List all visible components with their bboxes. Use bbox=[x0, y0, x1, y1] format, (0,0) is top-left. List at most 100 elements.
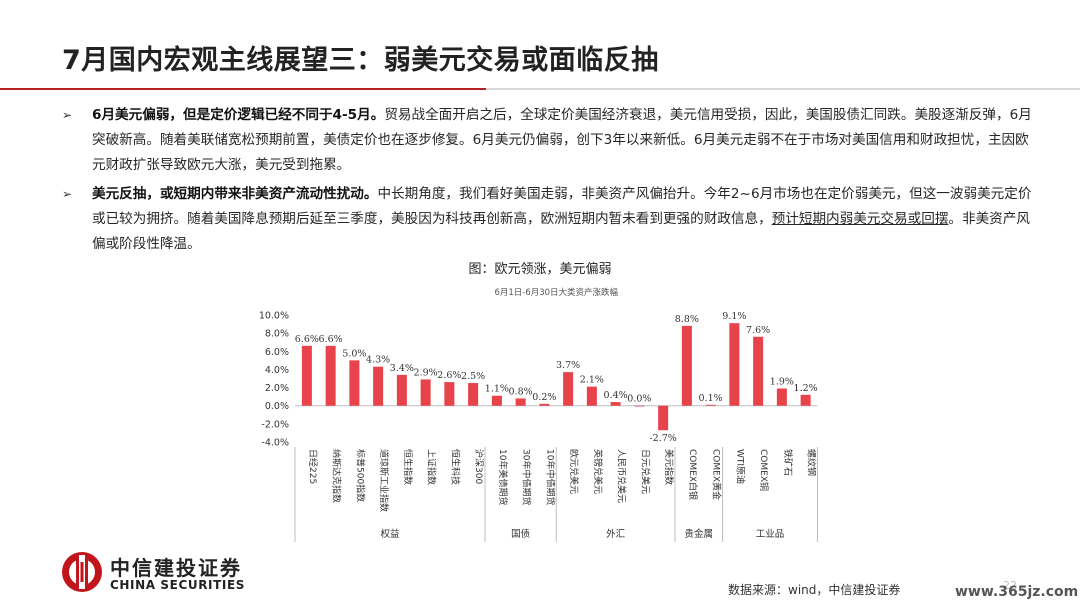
data-label: 9.1% bbox=[722, 311, 746, 322]
data-label: 2.9% bbox=[414, 367, 438, 378]
category-label: 沪深300 bbox=[473, 449, 485, 484]
category-label: 10年美债期货 bbox=[497, 449, 509, 505]
arrow-bullet-icon: ➢ bbox=[62, 108, 73, 122]
bullet-heading: 6月美元偏弱，但是定价逻辑已经不同于4-5月。 bbox=[92, 107, 385, 123]
figure-title: 图：欧元领涨，美元偏弱 bbox=[468, 262, 612, 277]
y-tick-label: 10.0% bbox=[259, 311, 289, 322]
company-logo: 中信建投证券 CHINA SECURITIES bbox=[60, 548, 290, 598]
y-tick-label: 2.0% bbox=[265, 383, 289, 394]
bullet-list: ➢ 6月美元偏弱，但是定价逻辑已经不同于4-5月。贸易战全面开启之后，全球定价美国… bbox=[62, 103, 1037, 261]
data-label: 0.8% bbox=[509, 386, 533, 397]
data-label: 1.2% bbox=[794, 383, 818, 394]
category-label: 日经225 bbox=[307, 449, 319, 484]
category-label: COMEX铜 bbox=[758, 449, 770, 491]
bar-日经225 bbox=[301, 345, 312, 406]
data-label: 7.6% bbox=[746, 325, 770, 336]
bar-上证指数 bbox=[420, 379, 431, 406]
category-label: WTI原油 bbox=[734, 449, 746, 484]
bar-日元兑美元 bbox=[634, 405, 645, 407]
bar-恒生指数 bbox=[396, 374, 407, 406]
bar-沪深300 bbox=[468, 383, 479, 406]
category-label: 道琼斯工业指数 bbox=[378, 449, 390, 512]
bar-10年美债期货 bbox=[491, 395, 502, 406]
data-label: 2.5% bbox=[461, 371, 485, 382]
data-label: 0.0% bbox=[627, 394, 651, 405]
bar-COMEX白银 bbox=[681, 325, 692, 406]
data-source-note: 数据来源：wind，中信建投证券 bbox=[728, 583, 901, 597]
data-label: 2.6% bbox=[437, 370, 461, 381]
data-label: 0.2% bbox=[532, 392, 556, 403]
y-tick-label: 0.0% bbox=[265, 401, 289, 412]
y-tick-label: -2.0% bbox=[261, 419, 289, 430]
group-label: 国债 bbox=[511, 528, 531, 540]
citic-logo-icon bbox=[62, 552, 102, 592]
category-label: 标普500指数 bbox=[354, 449, 366, 502]
category-label: 美元指数 bbox=[663, 449, 675, 485]
company-name-cn: 中信建投证券 bbox=[110, 556, 242, 580]
group-label: 外汇 bbox=[606, 528, 626, 540]
arrow-bullet-icon: ➢ bbox=[62, 187, 73, 201]
bullet-underlined-text: 预计短期内弱美元交易或回摆 bbox=[771, 211, 949, 227]
category-label: 恒生科技 bbox=[449, 449, 461, 485]
category-label: 上证指数 bbox=[426, 449, 438, 485]
data-label: 0.4% bbox=[604, 390, 628, 401]
data-label: 2.1% bbox=[580, 375, 604, 386]
category-label: 恒生指数 bbox=[402, 449, 414, 485]
bullet-heading: 美元反抽，或短期内带来非美资产流动性扰动。 bbox=[92, 186, 378, 202]
group-label: 权益 bbox=[380, 528, 400, 540]
bar-英镑兑美元 bbox=[586, 386, 597, 406]
bar-30年中债期货 bbox=[515, 398, 526, 406]
bullet-point: ➢ 6月美元偏弱，但是定价逻辑已经不同于4-5月。贸易战全面开启之后，全球定价美国… bbox=[62, 103, 1037, 178]
bar-纳斯达克指数 bbox=[325, 345, 336, 406]
data-label: 0.1% bbox=[699, 393, 723, 404]
bullet-text: 中长期角度，我们看好美国走弱，非美资产风偏抬升。今年2~6月市场也在定价弱美元，… bbox=[92, 186, 1032, 227]
category-label: 日元兑美元 bbox=[639, 449, 651, 494]
category-label: 欧元兑美元 bbox=[568, 449, 580, 494]
category-label: COMEX白银 bbox=[687, 449, 699, 500]
y-tick-label: -4.0% bbox=[261, 438, 289, 449]
asset-returns-bar-chart: 6月1日-6月30日大类资产涨跌幅 10.0% 8.0% 6.0% 4.0% 2.0% 0.… bbox=[259, 287, 818, 542]
category-label: 30年中债期货 bbox=[521, 449, 533, 505]
data-label: 5.0% bbox=[342, 348, 366, 359]
bar-铁矿石 bbox=[776, 388, 787, 406]
group-label: 工业品 bbox=[756, 529, 785, 540]
data-label: -2.7% bbox=[649, 433, 676, 444]
data-label: 1.1% bbox=[485, 384, 509, 395]
title-divider bbox=[0, 88, 1080, 90]
bar-恒生科技 bbox=[444, 382, 455, 406]
bar-人民币兑美元 bbox=[610, 402, 621, 406]
category-label: 英镑兑美元 bbox=[592, 449, 604, 494]
watermark-text: www.365jz.com bbox=[955, 584, 1079, 600]
data-label: 4.3% bbox=[366, 355, 390, 366]
y-tick-label: 8.0% bbox=[265, 329, 289, 340]
bar-标普500指数 bbox=[349, 360, 360, 406]
bullet-tail-text: 。非美资产风偏或阶段性降温。 bbox=[92, 211, 1030, 252]
category-label: 10年中债期货 bbox=[544, 449, 556, 505]
slide-title: 7月国内宏观主线展望三：弱美元交易或面临反抽 bbox=[62, 45, 659, 76]
category-label: 铁矿石 bbox=[782, 449, 794, 476]
bar-螺纹钢 bbox=[800, 394, 811, 406]
category-label: 人民币兑美元 bbox=[616, 449, 628, 503]
bar-10年中债期货 bbox=[539, 403, 550, 406]
data-label: 3.7% bbox=[556, 360, 580, 371]
company-name-en: CHINA SECURITIES bbox=[110, 578, 246, 592]
bar-欧元兑美元 bbox=[563, 372, 574, 406]
category-label: 螺纹钢 bbox=[806, 449, 818, 476]
category-label: 纳斯达克指数 bbox=[331, 449, 343, 503]
y-tick-label: 4.0% bbox=[265, 365, 289, 376]
bar-COMEX黄金 bbox=[705, 404, 716, 406]
data-label: 6.6% bbox=[319, 334, 343, 345]
data-label: 6.6% bbox=[295, 334, 319, 345]
chart-title: 6月1日-6月30日大类资产涨跌幅 bbox=[494, 287, 618, 298]
bar-COMEX铜 bbox=[753, 336, 764, 406]
bullet-point: ➢ 美元反抽，或短期内带来非美资产流动性扰动。中长期角度，我们看好美国走弱，非美资… bbox=[62, 182, 1037, 257]
category-label: COMEX黄金 bbox=[711, 449, 723, 500]
bar-WTI原油 bbox=[729, 323, 740, 406]
group-label: 贵金属 bbox=[684, 528, 713, 540]
data-label: 8.8% bbox=[675, 314, 699, 325]
bullet-text: 贸易战全面开启之后，全球定价美国经济衰退，美元信用受损，因此，美国股债汇同跌。美… bbox=[92, 107, 1032, 173]
bar-道琼斯工业指数 bbox=[373, 366, 384, 406]
data-label: 3.4% bbox=[390, 363, 414, 374]
data-label: 1.9% bbox=[770, 376, 794, 387]
y-tick-label: 6.0% bbox=[265, 347, 289, 358]
